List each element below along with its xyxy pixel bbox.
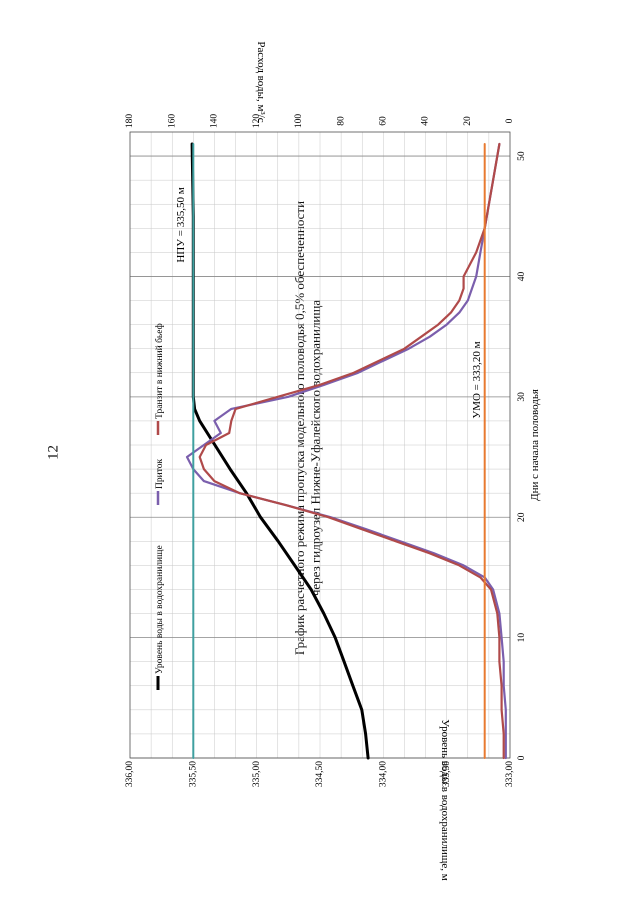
y-right-tick-label: 20 (463, 116, 473, 126)
axis-ticks: 0 10 20 30 40 50 333,00 333,50 334,00 334,50 335,0… (125, 114, 527, 787)
legend: Уровень воды в водохранилище Приток Тран… (154, 323, 165, 690)
y-left-tick-label: 333,50 (442, 761, 452, 787)
y-right-axis-label-group: Расход воды, м³/с (255, 41, 267, 122)
umo-annotation: УМО = 333,20 м (471, 341, 483, 418)
series-line-2 (198, 142, 505, 760)
x-tick-label: 30 (517, 392, 527, 402)
y-right-tick-label: 140 (210, 114, 220, 129)
y-left-tick-label: 333,00 (505, 761, 515, 787)
y-left-tick-label: 334,00 (379, 761, 389, 787)
y-left-axis-label-group: Уровень воды в водохранилище, м (439, 719, 451, 880)
x-tick-label: 40 (517, 271, 527, 281)
x-tick-label: 10 (517, 633, 527, 643)
grid (129, 131, 511, 759)
y-right-tick-label: 180 (125, 114, 135, 129)
legend-label-inflow: Приток (155, 459, 165, 489)
legend-item-transit: Транзит в нижний бьеф (154, 323, 165, 435)
y-left-tick-label: 335,00 (252, 761, 262, 787)
x-axis-label: Дни с начала половодья (529, 389, 541, 501)
x-tick-label: 0 (517, 755, 527, 760)
y-left-axis-label: Уровень воды в водохранилище, м (439, 719, 451, 880)
x-tick-label: 20 (517, 512, 527, 522)
umo-annotation-group: УМО = 333,20 м (471, 341, 483, 418)
y-left-tick-label: 335,50 (189, 761, 199, 787)
y-right-tick-label: 60 (379, 116, 389, 126)
y-right-tick-label: 80 (336, 116, 346, 126)
series-line-0 (190, 142, 370, 760)
plot-frame (129, 131, 511, 759)
x-axis-label-group: Дни с начала половодья (529, 389, 541, 501)
legend-item-inflow: Приток (155, 459, 165, 505)
legend-item-level: Уровень воды в водохранилище (155, 545, 165, 690)
legend-label-transit: Транзит в нижний бьеф (154, 323, 165, 419)
y-left-tick-label: 334,50 (315, 761, 325, 787)
legend-label-level: Уровень воды в водохранилище (155, 545, 165, 674)
npu-annotation-group: НПУ = 335,50 м (175, 187, 187, 262)
x-tick-label: 50 (517, 151, 527, 161)
y-right-axis-label: Расход воды, м³/с (255, 41, 267, 122)
npu-annotation: НПУ = 335,50 м (175, 187, 187, 262)
y-right-tick-label: 0 (505, 118, 515, 123)
y-right-tick-label: 160 (167, 114, 177, 129)
series-line-1 (185, 142, 507, 760)
y-right-tick-label: 40 (421, 116, 431, 126)
y-left-tick-label: 336,00 (125, 761, 135, 787)
y-right-tick-label: 100 (294, 114, 304, 129)
series-lines (185, 142, 507, 760)
y-right-tick-label: 120 (252, 114, 262, 129)
